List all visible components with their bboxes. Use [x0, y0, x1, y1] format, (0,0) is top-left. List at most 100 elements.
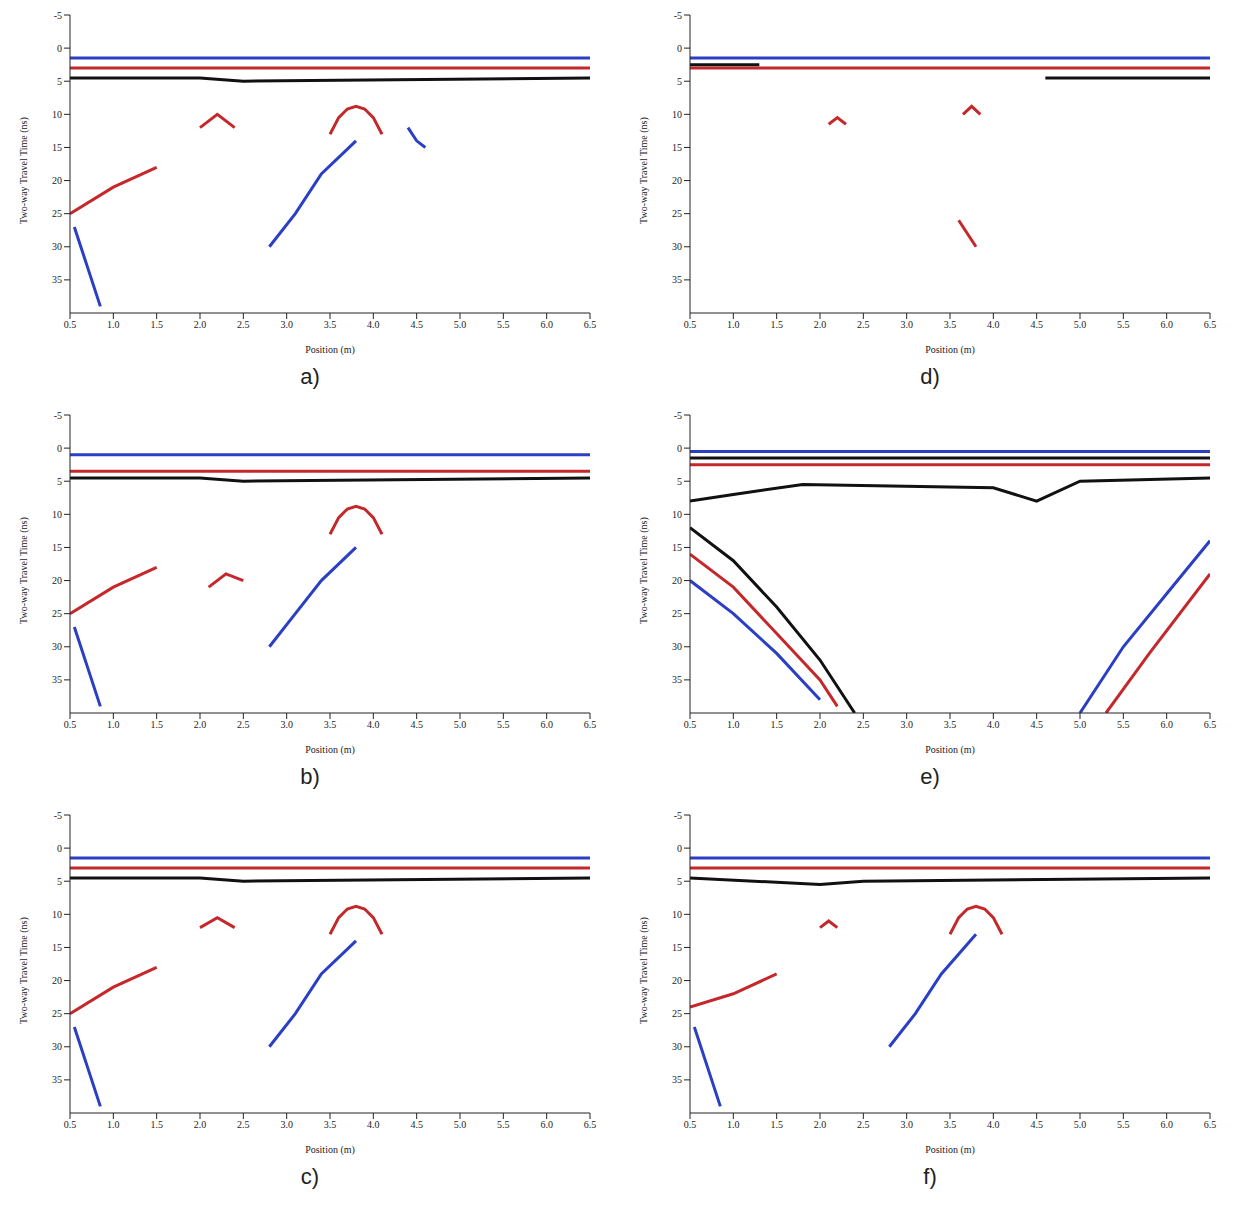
svg-text:4.0: 4.0 [987, 319, 1000, 330]
svg-text:1.0: 1.0 [107, 719, 120, 730]
svg-text:Position (m): Position (m) [305, 344, 355, 356]
svg-text:0.5: 0.5 [684, 1119, 697, 1130]
svg-text:20: 20 [52, 575, 62, 586]
svg-text:0.5: 0.5 [64, 1119, 77, 1130]
svg-text:2.5: 2.5 [237, 1119, 250, 1130]
svg-text:15: 15 [672, 942, 682, 953]
svg-text:Position (m): Position (m) [925, 744, 975, 756]
svg-text:25: 25 [52, 1008, 62, 1019]
svg-text:0.5: 0.5 [64, 719, 77, 730]
svg-text:3.5: 3.5 [324, 719, 337, 730]
svg-text:35: 35 [672, 674, 682, 685]
svg-text:-5: -5 [54, 410, 62, 421]
svg-text:6.0: 6.0 [540, 719, 553, 730]
svg-text:0: 0 [677, 43, 682, 54]
svg-text:5.0: 5.0 [454, 1119, 467, 1130]
svg-text:5.5: 5.5 [1117, 719, 1130, 730]
svg-text:Position (m): Position (m) [925, 344, 975, 356]
svg-text:4.5: 4.5 [1030, 1119, 1043, 1130]
svg-text:-5: -5 [674, 410, 682, 421]
svg-text:5.5: 5.5 [497, 1119, 510, 1130]
svg-text:Two-way Travel Time (ns): Two-way Travel Time (ns) [638, 917, 650, 1024]
svg-text:0: 0 [57, 843, 62, 854]
svg-text:2.0: 2.0 [194, 319, 207, 330]
svg-text:10: 10 [672, 509, 682, 520]
svg-text:5.0: 5.0 [454, 719, 467, 730]
svg-text:4.0: 4.0 [367, 719, 380, 730]
svg-text:25: 25 [672, 1008, 682, 1019]
svg-text:4.5: 4.5 [1030, 719, 1043, 730]
svg-text:5.0: 5.0 [1074, 719, 1087, 730]
svg-text:2.5: 2.5 [857, 319, 870, 330]
svg-text:1.0: 1.0 [727, 319, 740, 330]
svg-text:5: 5 [57, 476, 62, 487]
svg-text:Two-way Travel Time (ns): Two-way Travel Time (ns) [18, 517, 30, 624]
svg-text:0: 0 [677, 443, 682, 454]
svg-text:3.0: 3.0 [280, 719, 293, 730]
svg-text:1.0: 1.0 [727, 719, 740, 730]
svg-text:0.5: 0.5 [64, 319, 77, 330]
svg-text:2.5: 2.5 [857, 719, 870, 730]
svg-text:35: 35 [52, 274, 62, 285]
svg-text:3.0: 3.0 [900, 719, 913, 730]
svg-text:2.0: 2.0 [194, 719, 207, 730]
svg-text:10: 10 [52, 509, 62, 520]
svg-text:35: 35 [672, 274, 682, 285]
svg-text:10: 10 [52, 109, 62, 120]
svg-text:4.5: 4.5 [410, 1119, 423, 1130]
svg-text:3.0: 3.0 [900, 1119, 913, 1130]
svg-text:10: 10 [672, 109, 682, 120]
svg-text:3.0: 3.0 [280, 1119, 293, 1130]
svg-text:6.0: 6.0 [540, 319, 553, 330]
svg-text:5.0: 5.0 [454, 319, 467, 330]
svg-text:15: 15 [52, 142, 62, 153]
svg-text:1.5: 1.5 [150, 719, 163, 730]
svg-text:-5: -5 [54, 810, 62, 821]
svg-text:3.0: 3.0 [900, 319, 913, 330]
svg-text:3.5: 3.5 [324, 1119, 337, 1130]
svg-text:0: 0 [57, 443, 62, 454]
svg-text:6.5: 6.5 [1204, 719, 1217, 730]
svg-text:1.5: 1.5 [770, 319, 783, 330]
svg-text:20: 20 [672, 575, 682, 586]
svg-text:15: 15 [672, 542, 682, 553]
svg-text:6.5: 6.5 [584, 319, 597, 330]
svg-text:20: 20 [672, 975, 682, 986]
svg-text:5: 5 [57, 876, 62, 887]
svg-text:5: 5 [677, 876, 682, 887]
svg-text:6.5: 6.5 [584, 719, 597, 730]
svg-text:3.5: 3.5 [944, 1119, 957, 1130]
svg-text:35: 35 [672, 1074, 682, 1085]
svg-text:5: 5 [677, 76, 682, 87]
svg-text:3.5: 3.5 [944, 319, 957, 330]
svg-text:30: 30 [52, 1041, 62, 1052]
svg-text:30: 30 [672, 641, 682, 652]
svg-text:10: 10 [52, 909, 62, 920]
svg-text:1.0: 1.0 [107, 1119, 120, 1130]
svg-text:25: 25 [52, 208, 62, 219]
svg-text:15: 15 [672, 142, 682, 153]
svg-text:2.0: 2.0 [814, 319, 827, 330]
svg-text:1.5: 1.5 [770, 719, 783, 730]
svg-text:5: 5 [677, 476, 682, 487]
svg-text:1.0: 1.0 [107, 319, 120, 330]
svg-text:6.5: 6.5 [1204, 1119, 1217, 1130]
svg-text:30: 30 [52, 241, 62, 252]
svg-text:0: 0 [57, 43, 62, 54]
svg-text:6.0: 6.0 [1160, 1119, 1173, 1130]
svg-text:5.5: 5.5 [1117, 1119, 1130, 1130]
svg-text:15: 15 [52, 542, 62, 553]
svg-text:35: 35 [52, 1074, 62, 1085]
svg-text:5: 5 [57, 76, 62, 87]
svg-text:5.5: 5.5 [1117, 319, 1130, 330]
svg-text:-5: -5 [54, 10, 62, 21]
svg-text:-5: -5 [674, 10, 682, 21]
svg-text:Position (m): Position (m) [305, 744, 355, 756]
svg-text:4.0: 4.0 [987, 719, 1000, 730]
svg-text:0: 0 [677, 843, 682, 854]
svg-text:10: 10 [672, 909, 682, 920]
svg-text:0.5: 0.5 [684, 319, 697, 330]
svg-text:6.0: 6.0 [1160, 319, 1173, 330]
svg-text:Two-way Travel Time (ns): Two-way Travel Time (ns) [18, 117, 30, 224]
svg-text:3.5: 3.5 [944, 719, 957, 730]
